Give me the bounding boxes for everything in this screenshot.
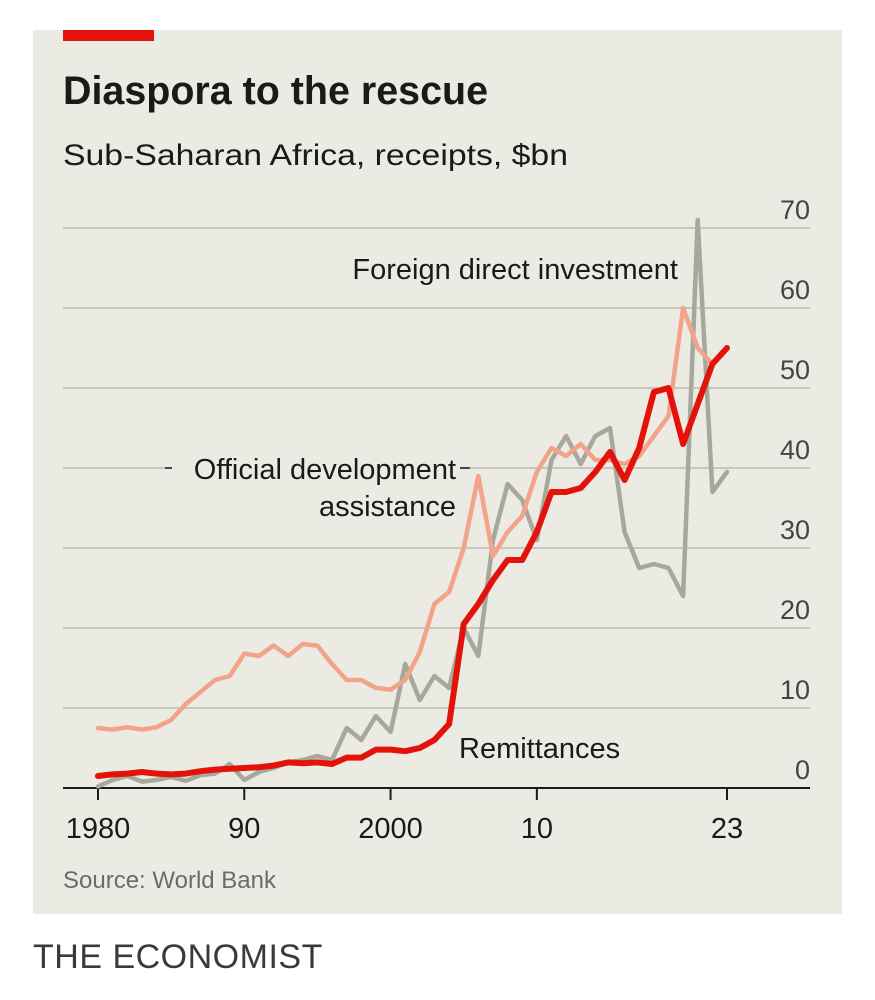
label-layer: 0 10 20 30 40 50 60 70 1980 90 2000 10 23 Foreign dir…	[66, 195, 810, 845]
chart-title: Diaspora to the rescue	[63, 69, 488, 113]
y-tick-label: 0	[795, 755, 810, 785]
x-tick-label: 90	[228, 813, 260, 845]
oda-line	[95, 305, 715, 732]
oda-series-label-line1: Official development	[194, 454, 456, 486]
series-layer	[95, 217, 730, 789]
x-tick-label: 2000	[358, 813, 423, 845]
chart-subtitle: Sub-Saharan Africa, receipts, $bn	[63, 139, 568, 172]
y-tick-label: 70	[780, 195, 810, 225]
fdi-series-label: Foreign direct investment	[352, 254, 678, 286]
y-tick-label: 40	[780, 435, 810, 465]
accent-bar	[63, 30, 154, 41]
grid-layer	[63, 227, 810, 800]
x-tick-label: 10	[521, 813, 553, 845]
x-tick-label: 23	[711, 813, 743, 845]
fdi-line	[95, 217, 730, 789]
y-tick-label: 10	[780, 675, 810, 705]
x-tick-label: 1980	[66, 813, 131, 845]
remittances-series-label: Remittances	[459, 733, 620, 765]
brand-wordmark: THE ECONOMIST	[33, 938, 323, 976]
y-tick-label: 20	[780, 595, 810, 625]
oda-series-label-line2: assistance	[319, 491, 456, 523]
remittances-line	[95, 345, 730, 779]
y-tick-label: 30	[780, 515, 810, 545]
oda-label-bg	[172, 450, 460, 524]
y-tick-label: 50	[780, 355, 810, 385]
y-tick-label: 60	[780, 275, 810, 305]
source-note: Source: World Bank	[63, 867, 277, 894]
